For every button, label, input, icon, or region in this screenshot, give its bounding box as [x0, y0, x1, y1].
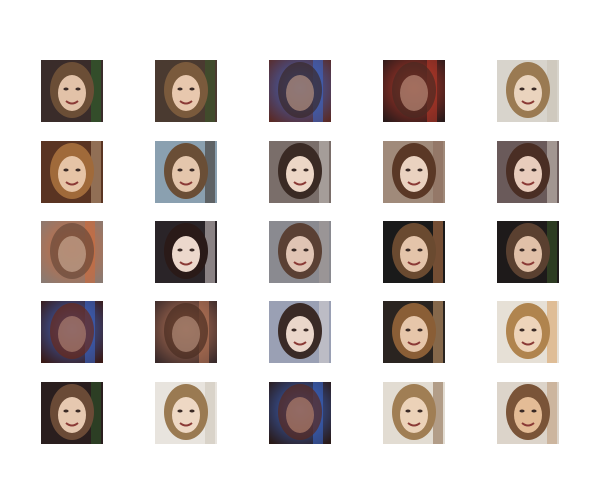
sample-image: [155, 141, 217, 203]
sample-image: [383, 141, 445, 203]
face-thumbnail: [269, 221, 331, 283]
sample-image: [155, 221, 217, 283]
sample-image: [497, 60, 559, 122]
face-thumbnail: [155, 221, 217, 283]
face-thumbnail: [383, 60, 445, 122]
sample-image: [497, 382, 559, 444]
sample-image: [383, 221, 445, 283]
sample-image: [269, 221, 331, 283]
face-thumbnail: [497, 60, 559, 122]
sample-image: [41, 301, 103, 363]
sample-image: [41, 221, 103, 283]
sample-image: [155, 301, 217, 363]
face-thumbnail: [155, 301, 217, 363]
sample-image: [497, 221, 559, 283]
face-thumbnail: [383, 141, 445, 203]
face-thumbnail: [41, 60, 103, 122]
face-thumbnail: [497, 301, 559, 363]
sample-image: [497, 141, 559, 203]
face-thumbnail: [269, 60, 331, 122]
sample-image: [383, 382, 445, 444]
sample-image: [269, 141, 331, 203]
sample-image: [155, 60, 217, 122]
sample-image: [497, 301, 559, 363]
face-thumbnail: [269, 382, 331, 444]
sample-image: [155, 382, 217, 444]
face-thumbnail: [269, 141, 331, 203]
face-thumbnail: [155, 141, 217, 203]
face-thumbnail: [497, 382, 559, 444]
face-thumbnail: [383, 301, 445, 363]
face-thumbnail: [155, 60, 217, 122]
face-thumbnail: [41, 301, 103, 363]
face-thumbnail: [269, 301, 331, 363]
face-thumbnail: [497, 221, 559, 283]
face-thumbnail: [497, 141, 559, 203]
sample-image: [269, 382, 331, 444]
face-thumbnail: [155, 382, 217, 444]
sample-image: [41, 141, 103, 203]
face-thumbnail: [41, 221, 103, 283]
sample-image: [383, 301, 445, 363]
sample-image: [383, 60, 445, 122]
face-thumbnail: [383, 382, 445, 444]
sample-image: [269, 301, 331, 363]
face-thumbnail: [383, 221, 445, 283]
sample-image: [269, 60, 331, 122]
face-thumbnail: [41, 141, 103, 203]
sample-image: [41, 382, 103, 444]
sample-image: [41, 60, 103, 122]
face-thumbnail: [41, 382, 103, 444]
